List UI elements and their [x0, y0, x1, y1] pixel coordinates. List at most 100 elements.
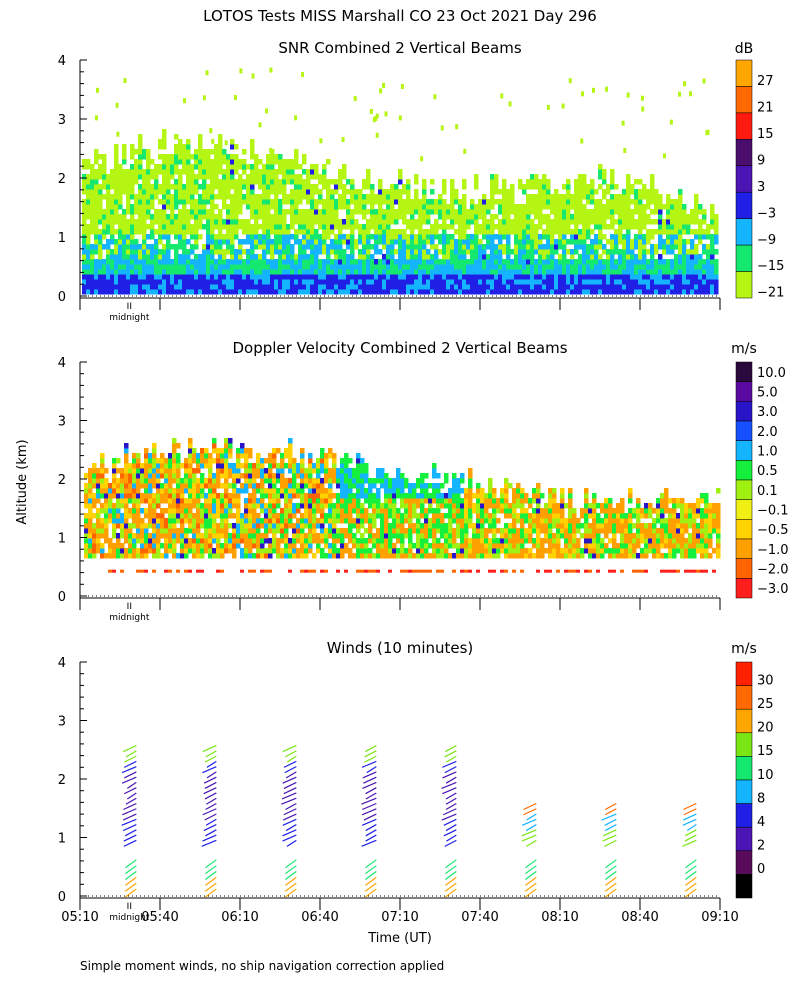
- snr-cell: [586, 274, 591, 280]
- doppler-cell: [392, 487, 397, 494]
- doppler-cell: [320, 492, 325, 499]
- snr-cell: [434, 249, 439, 255]
- snr-cell: [554, 279, 559, 285]
- snr-cell: [478, 284, 483, 290]
- snr-cell: [286, 194, 291, 200]
- snr-cell: [270, 274, 275, 280]
- doppler-cell: [388, 507, 393, 514]
- snr-cell: [666, 199, 671, 205]
- doppler-cell: [344, 462, 349, 469]
- doppler-cell: [284, 452, 289, 459]
- snr-cell: [678, 269, 683, 275]
- snr-cell: [514, 234, 519, 240]
- snr-cell: [194, 234, 199, 240]
- snr-cell: [90, 209, 95, 215]
- snr-cell: [254, 229, 259, 235]
- snr-cell: [226, 184, 231, 190]
- snr-cell: [294, 274, 299, 280]
- snr-cell: [262, 234, 267, 240]
- snr-cell: [90, 244, 95, 250]
- doppler-cell: [308, 522, 313, 529]
- doppler-cell: [200, 569, 204, 573]
- snr-cell: [682, 259, 687, 265]
- snr-cell: [562, 259, 567, 265]
- snr-cell: [302, 259, 307, 265]
- snr-cell: [146, 209, 151, 215]
- snr-cell: [342, 219, 347, 225]
- doppler-cell: [272, 497, 277, 504]
- snr-cell: [614, 199, 619, 205]
- doppler-cell: [160, 552, 165, 559]
- snr-cell: [230, 144, 235, 150]
- snr-cell: [686, 274, 691, 280]
- snr-cell: [82, 274, 87, 280]
- snr-cell: [702, 234, 707, 240]
- doppler-cell: [112, 569, 116, 573]
- snr-cell: [366, 219, 371, 225]
- snr-cell: [438, 249, 443, 255]
- snr-cell: [198, 169, 203, 175]
- snr-cell: [178, 234, 183, 240]
- doppler-cell: [328, 497, 333, 504]
- doppler-cell: [340, 552, 345, 559]
- doppler-cell: [236, 457, 241, 464]
- doppler-cell: [108, 569, 112, 573]
- snr-cell: [710, 239, 715, 245]
- doppler-cell: [132, 477, 137, 484]
- doppler-cell: [328, 487, 333, 494]
- snr-cell: [682, 244, 687, 250]
- doppler-cell: [172, 487, 177, 494]
- snr-cell: [626, 219, 631, 225]
- snr-cell: [198, 194, 203, 200]
- snr-cell: [202, 284, 207, 290]
- snr-cell: [98, 204, 103, 210]
- snr-cell: [94, 274, 99, 280]
- snr-cell: [82, 289, 87, 295]
- snr-cell: [654, 229, 659, 235]
- snr-cell: [150, 229, 155, 235]
- snr-cell: [102, 229, 107, 235]
- snr-cell: [266, 204, 271, 210]
- snr-cell: [550, 284, 555, 290]
- doppler-cell: [356, 502, 361, 509]
- snr-cell: [310, 274, 315, 280]
- snr-cell: [498, 279, 503, 285]
- snr-cell: [674, 239, 679, 245]
- snr-cell: [710, 279, 715, 285]
- snr-cell: [350, 274, 355, 280]
- snr-cell: [466, 259, 471, 265]
- snr-cell: [502, 184, 507, 190]
- snr-cell: [490, 264, 495, 270]
- snr-cell: [234, 219, 239, 225]
- snr-cell: [594, 219, 599, 225]
- snr-cell: [502, 199, 507, 205]
- snr-cell: [206, 234, 211, 240]
- snr-cell: [174, 234, 179, 240]
- snr-cell: [574, 289, 579, 295]
- snr-cell: [458, 264, 463, 270]
- doppler-cell: [180, 542, 185, 549]
- snr-cell: [410, 279, 415, 285]
- doppler-cell: [280, 462, 285, 469]
- snr-cell: [586, 249, 591, 255]
- snr-cell: [269, 148, 273, 154]
- snr-cell: [554, 219, 559, 225]
- snr-cell: [182, 144, 187, 150]
- snr-cell: [590, 289, 595, 295]
- snr-cell: [90, 204, 95, 210]
- doppler-cell: [268, 502, 273, 509]
- snr-cell: [98, 169, 103, 175]
- snr-cell: [650, 269, 655, 275]
- snr-cell: [214, 224, 219, 230]
- snr-cell: [698, 229, 703, 235]
- snr-cell: [362, 179, 367, 185]
- snr-cell: [198, 284, 203, 290]
- doppler-cell: [244, 452, 249, 459]
- doppler-cell: [324, 517, 329, 524]
- snr-cell: [526, 214, 531, 220]
- doppler-cell: [384, 497, 389, 504]
- snr-cell: [438, 274, 443, 280]
- snr-cell: [502, 219, 507, 225]
- snr-cell: [98, 259, 103, 265]
- snr-cell: [222, 239, 227, 245]
